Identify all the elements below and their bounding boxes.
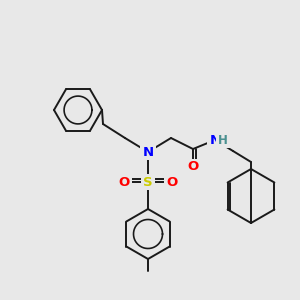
- Text: O: O: [167, 176, 178, 188]
- Text: H: H: [218, 134, 228, 146]
- Text: O: O: [188, 160, 199, 173]
- Text: O: O: [118, 176, 130, 188]
- Text: N: N: [209, 134, 220, 146]
- Text: N: N: [142, 146, 154, 158]
- Text: S: S: [143, 176, 153, 188]
